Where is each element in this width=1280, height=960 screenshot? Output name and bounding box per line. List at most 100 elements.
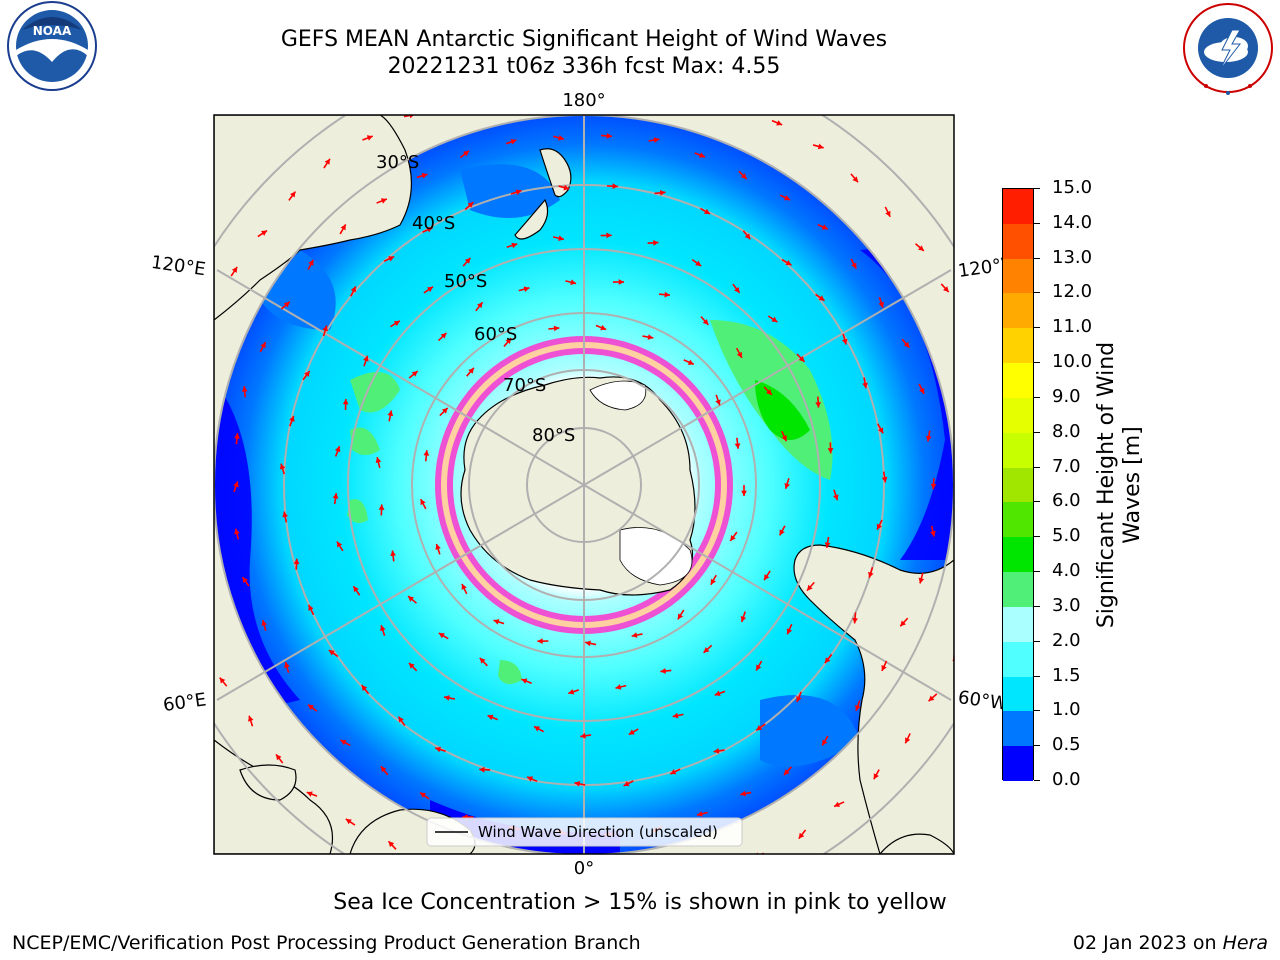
wave-arrow-head: [361, 685, 368, 691]
wave-arrow-head: [659, 189, 666, 196]
wave-arrow-head: [409, 115, 415, 119]
colorbar-tick-label: 0.5: [1052, 734, 1081, 756]
wave-arrow-head: [905, 737, 911, 744]
colorbar-tick-label: 2.0: [1052, 629, 1081, 651]
wave-arrow-head: [688, 86, 694, 92]
wave-arrow-head: [783, 769, 790, 776]
wave-arrow-head: [388, 841, 395, 848]
map-legend: Wind Wave Direction (unscaled): [426, 817, 743, 847]
wave-arrow-head: [677, 613, 684, 620]
colorbar-tick-mark: [1034, 780, 1040, 781]
wave-arrow-head: [606, 133, 613, 139]
wave-arrow-head: [703, 647, 710, 653]
wave-arrow-head: [784, 195, 791, 201]
map-title: GEFS MEAN Antarctic Significant Height o…: [280, 27, 888, 52]
wave-arrow-head: [408, 662, 415, 669]
wave-arrow-head: [390, 550, 396, 557]
wave-arrow-head: [440, 332, 447, 339]
wave-arrow-head: [736, 351, 742, 358]
wave-arrow-head: [334, 446, 341, 453]
colorbar-tick-mark: [1034, 327, 1040, 329]
wave-arrow-head: [784, 482, 790, 489]
wave-arrow-head: [623, 780, 630, 787]
wave-arrow-head: [521, 678, 528, 684]
colorbar-tick-label: 9.0: [1052, 385, 1081, 407]
wave-arrow-head: [429, 864, 435, 870]
wave-arrow-head: [284, 662, 290, 668]
colorbar-tick-mark: [1034, 431, 1040, 433]
wave-arrow-head: [670, 769, 677, 775]
wave-arrow-head: [340, 224, 346, 231]
wave-arrow-head: [612, 183, 618, 190]
wave-arrow: [683, 87, 694, 90]
noaa-logo: NOAA: [7, 1, 97, 91]
wave-arrow-head: [878, 301, 884, 308]
wave-arrow-head: [903, 341, 910, 348]
wave-arrow-head: [553, 325, 560, 332]
wave-arrow: [448, 92, 457, 98]
wave-arrow-head: [822, 739, 828, 746]
wave-arrow-head: [474, 880, 479, 886]
colorbar-tick-label: 1.5: [1052, 664, 1081, 686]
wave-arrow-head: [983, 566, 989, 572]
wave-arrow-head: [304, 370, 310, 377]
wave-arrow-head: [435, 746, 442, 753]
colorbar-segment: [1003, 397, 1033, 433]
map-subtitle: 20221231 t06z 336h fcst Max: 4.55: [387, 54, 781, 79]
wave-arrow-head: [177, 541, 183, 546]
colorbar-tick-mark: [1034, 466, 1040, 468]
wave-arrow: [985, 561, 987, 572]
wave-arrow-head: [833, 494, 839, 501]
colorbar-title: Significant Height of Wind Waves [m]: [1094, 341, 1145, 629]
noaa-logo-text: NOAA: [33, 24, 72, 38]
wave-arrow-head: [852, 176, 859, 183]
wave-arrow: [429, 866, 440, 869]
wave-arrow-head: [568, 688, 575, 695]
wave-arrow-head: [653, 239, 659, 246]
colorbar-segment: [1003, 363, 1033, 398]
colorbar-segment: [1003, 223, 1033, 259]
colorbar-tick-label: 11.0: [1052, 316, 1093, 338]
wave-arrow-head: [798, 356, 805, 362]
wave-arrow-head: [487, 714, 494, 721]
wave-arrow-head: [380, 198, 387, 204]
wave-arrow-head: [420, 499, 426, 506]
wave-arrow-head: [192, 353, 197, 359]
colorbar-segment: [1003, 258, 1033, 294]
colorbar-segment: [1003, 606, 1033, 642]
lon-label-120e: 120°E: [150, 252, 207, 280]
colorbar-tick-label: 14.0: [1052, 211, 1093, 233]
colorbar-segment: [1003, 537, 1033, 573]
wave-arrow-head: [876, 523, 882, 530]
wave-arrow-head: [219, 677, 226, 684]
lat-label-70s: 70°S: [503, 375, 546, 396]
wave-arrow-head: [468, 367, 474, 374]
wave-arrow-head: [855, 704, 861, 711]
wave-arrow-head: [477, 302, 483, 309]
wave-arrow-head: [868, 571, 874, 578]
colorbar-tick-mark: [1034, 745, 1040, 747]
wave-arrow-head: [960, 332, 966, 338]
lon-label-60e: 60°E: [162, 689, 208, 716]
wave-arrow-head: [943, 286, 949, 293]
wave-arrow: [664, 885, 674, 890]
wave-arrow-head: [563, 184, 570, 191]
wave-arrow: [179, 541, 180, 552]
wave-arrow-head: [283, 301, 290, 308]
wind-wave-arrows: [177, 86, 993, 890]
wave-arrow: [989, 513, 993, 523]
wave-arrow-head: [322, 325, 328, 332]
wave-arrow-head: [233, 481, 239, 488]
wave-arrow-head: [558, 235, 564, 241]
wave-arrow-head: [580, 732, 586, 739]
wave-arrow-head: [427, 286, 433, 293]
colorbar-tick-mark: [1034, 396, 1040, 398]
wave-arrow-head: [426, 227, 433, 233]
colorbar-tick-label: 0.0: [1052, 769, 1081, 790]
wave-arrow-head: [696, 811, 703, 817]
wave-arrow-head: [247, 715, 254, 722]
wave-arrow-head: [342, 398, 349, 405]
wave-arrow-head: [881, 476, 888, 483]
wave-arrow-head: [423, 450, 430, 456]
wave-arrow-head: [664, 291, 670, 298]
